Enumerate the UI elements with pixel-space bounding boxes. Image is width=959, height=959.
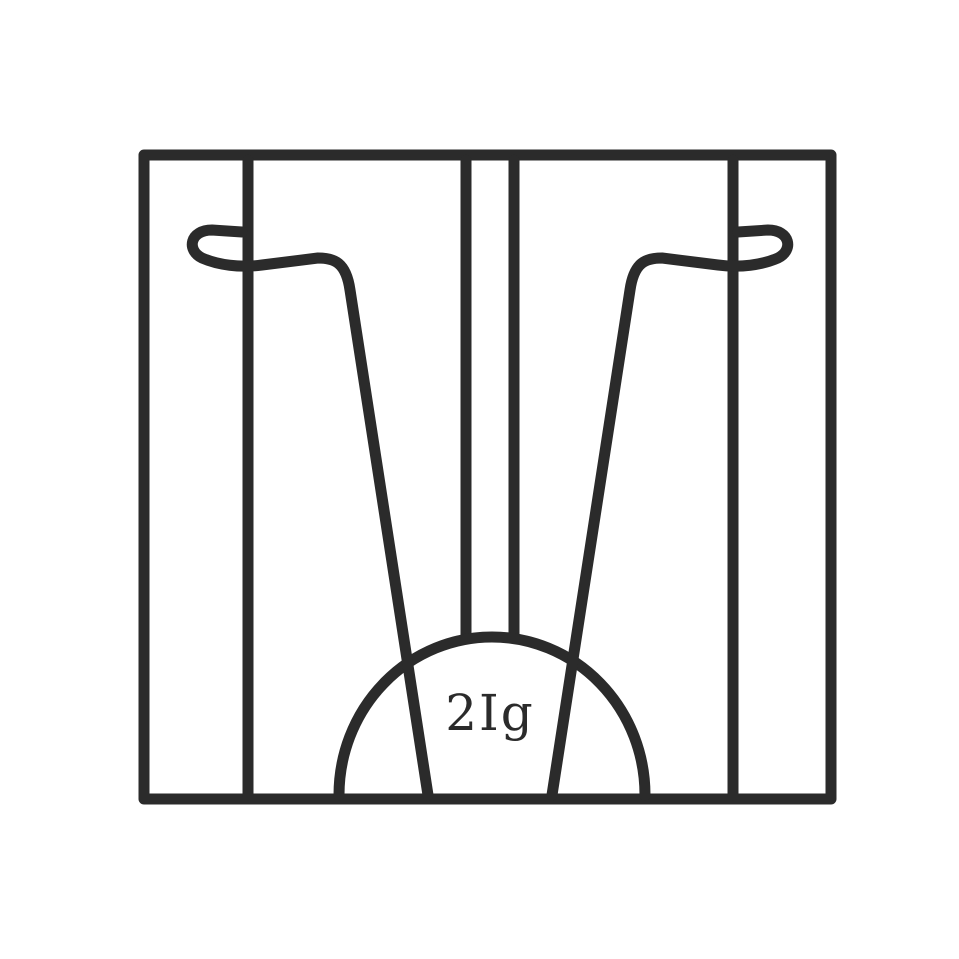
- rod-right: [546, 224, 794, 801]
- rod-left: [186, 224, 434, 801]
- logo-wordmark: 2Ig: [445, 684, 535, 742]
- arch: [333, 631, 651, 801]
- logo-frame: [138, 149, 837, 805]
